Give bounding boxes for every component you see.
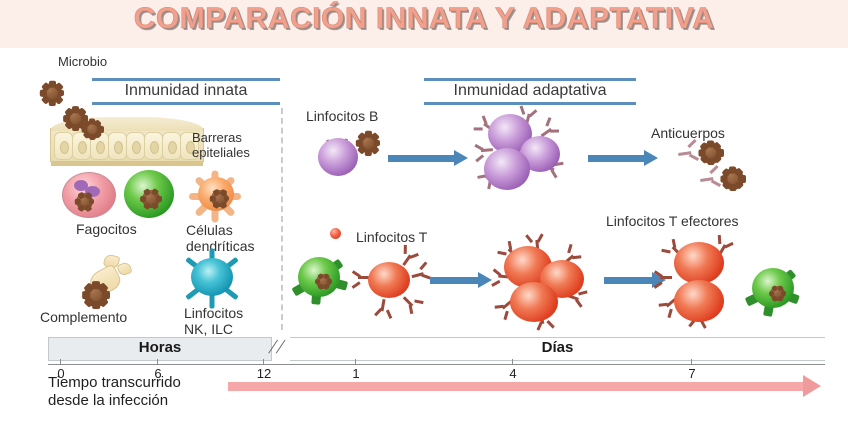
ingested-microbe-icon-dendritic [209,188,230,209]
hours-phase-bar: Horas [48,337,272,361]
nk-ilc-label: Linfocitos NK, ILC [184,305,244,337]
tick-label-hours-0: 0 [57,366,65,381]
tick-hours-12 [263,359,264,364]
microbe-bound-to-b-cell-icon [355,130,381,156]
microbe-icon [39,80,65,106]
phagocyte-pink-lobes [74,180,102,200]
tick-hours-0 [60,359,61,364]
complement-bound-microbe-icon [81,280,111,310]
t-lymphocyte-cluster [484,233,592,331]
tick-label-hours-6: 6 [154,366,162,381]
tick-days-1 [355,359,356,364]
b-to-antibody-arrow [588,150,660,166]
microbe-on-epithelium-icon-1 [62,105,89,132]
tick-label-days-1: 1 [352,366,360,381]
nk-ilc-graphic [176,248,248,309]
b-proliferation-arrow-1 [388,150,470,166]
tick-hours-6 [157,359,158,364]
antigen-dot-icon [330,228,341,239]
t-proliferation-arrow-1 [430,272,494,288]
antigen-presenting-cell [288,248,354,310]
t-lymphocyte-single [348,244,431,319]
phagocytes-label: Fagocitos [76,221,137,237]
b-lymphocytes-label: Linfocitos B [306,108,379,124]
antibody-bound-microbe-icon-1 [698,140,724,166]
microbe-label: Microbio [58,54,108,69]
t-lymphocytes-label: Linfocitos T [356,229,428,245]
days-phase-bar: Días [290,337,825,361]
tick-label-hours-12: 12 [256,366,272,381]
tick-days-4 [512,359,513,364]
antibodies-label: Anticuerpos [651,125,725,141]
complement-label: Complemento [40,309,128,325]
adaptive-immunity-header: Inmunidad adaptativa [424,78,636,105]
target-cell-green [740,258,810,322]
title-banner [0,0,848,48]
epithelial-barrier-graphic [50,117,204,166]
dendritic-cells-label: Células dendríticas [186,222,255,254]
ingested-microbe-icon-green [139,187,163,211]
tick-label-days-7: 7 [688,366,696,381]
timeline-axis [48,364,825,365]
elapsed-time-arrow [228,375,821,397]
b-lymphocyte-single [300,128,376,188]
microbe-on-epithelium-icon-2 [81,118,104,141]
epithelial-barriers-label: Barreras epiteliales [192,130,250,160]
effector-t-label: Linfocitos T efectores [606,213,739,229]
ingested-microbe-icon-pink [74,191,95,212]
antibody-bound-microbe-icon-2 [720,166,746,192]
innate-adaptive-divider [281,108,283,330]
tick-days-7 [691,359,692,364]
effector-t-cells [653,234,750,329]
tick-label-days-4: 4 [509,366,517,381]
innate-immunity-header: Inmunidad innata [92,78,280,105]
b-lymphocyte-cluster [462,105,572,196]
elapsed-time-caption: Tiempo transcurrido desde la infección [48,374,181,409]
page-title: COMPARACIÓN INNATA Y ADAPTATIVA [133,2,715,36]
